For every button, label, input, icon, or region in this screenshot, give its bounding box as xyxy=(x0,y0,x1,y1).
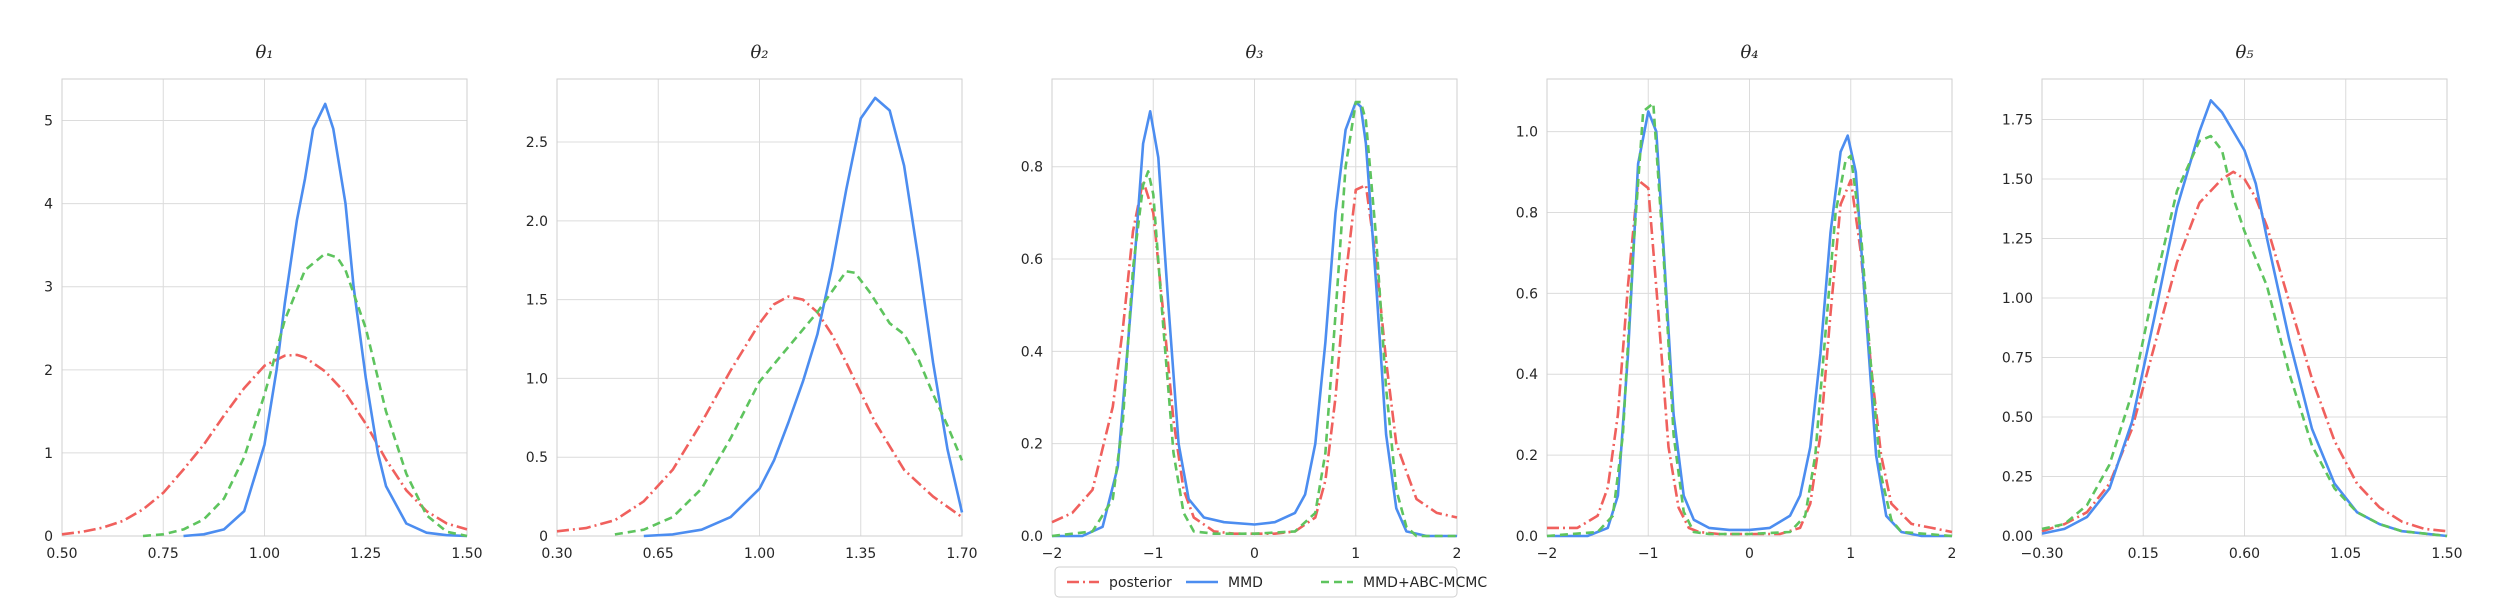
legend-label: MMD+ABC-MCMC xyxy=(1363,575,1487,591)
y-tick-label: 0.2 xyxy=(1021,437,1043,453)
series-line-posterior xyxy=(1547,178,1953,536)
chart-panel-2: 0.30 0.65 1.00 1.35 1.70 0 0.5 1.0 1.5 2.0 2.5 θ₂ xyxy=(526,42,978,562)
y-tick-label: 0.0 xyxy=(1516,529,1538,545)
y-tick-label: 5 xyxy=(44,114,53,130)
x-tick-label: 0.30 xyxy=(541,546,572,562)
y-tick-label: 1.0 xyxy=(1516,125,1538,141)
plot-frame xyxy=(1546,78,1953,537)
y-tick-label: 0.2 xyxy=(1516,448,1538,464)
x-tick-label: 1.05 xyxy=(2330,546,2361,562)
y-tick-label: 1 xyxy=(44,446,53,462)
y-tick-label: 0.8 xyxy=(1516,205,1538,221)
legend-label: posterior xyxy=(1109,575,1172,591)
x-tick-label: 1.00 xyxy=(744,546,775,562)
y-tick-label: 0.6 xyxy=(1021,252,1043,268)
x-tick-label: 1.50 xyxy=(451,546,482,562)
x-tick-label: 0 xyxy=(1250,546,1259,562)
chart-title: θ₁ xyxy=(255,42,273,63)
y-tick-label: 1.75 xyxy=(2002,112,2033,128)
y-tick-label: 1.5 xyxy=(526,293,548,309)
y-tick-label: 0.8 xyxy=(1021,160,1043,176)
legend: posterior MMD MMD+ABC-MCMC xyxy=(1054,566,1487,598)
series-line-mmd xyxy=(643,96,964,538)
x-tick-label: −2 xyxy=(1042,546,1063,562)
x-tick-label: −1 xyxy=(1638,546,1659,562)
x-tick-label: 0 xyxy=(1745,546,1754,562)
y-tick-label: 2.5 xyxy=(526,135,548,151)
y-tick-label: 1.00 xyxy=(2002,291,2033,307)
x-tick-label: −2 xyxy=(1537,546,1558,562)
series-line-posterior xyxy=(61,353,468,536)
x-tick-label: 1.25 xyxy=(350,546,381,562)
x-tick-label: 0.65 xyxy=(643,546,674,562)
y-tick-label: 4 xyxy=(44,197,53,213)
x-tick-label: 2 xyxy=(1948,546,1957,562)
chart-title: θ₃ xyxy=(1245,42,1263,63)
legend-box xyxy=(1054,566,1458,598)
x-tick-label: 1 xyxy=(1846,546,1855,562)
y-tick-label: 0.25 xyxy=(2002,469,2033,485)
y-tick-label: 0.4 xyxy=(1021,344,1043,360)
chart-title: θ₄ xyxy=(1740,42,1758,63)
x-tick-label: 1.35 xyxy=(845,546,876,562)
series-line-mmd-abc-mcmc xyxy=(1051,100,1457,538)
series-line-mmd xyxy=(1052,100,1457,538)
y-tick-label: 0.50 xyxy=(2002,410,2033,426)
series-line-mmd xyxy=(183,102,468,538)
legend-label: MMD xyxy=(1228,575,1263,591)
series-line-mmd-abc-mcmc xyxy=(614,269,964,536)
chart-panel-5: −0.30 0.15 0.60 1.05 1.50 0.00 0.25 0.50 0.75 1.0… xyxy=(2002,42,2463,562)
x-tick-label: 0.75 xyxy=(148,546,179,562)
x-tick-label: 0.50 xyxy=(46,546,77,562)
plot-frame xyxy=(2041,78,2448,537)
series-line-mmd-abc-mcmc xyxy=(2041,134,2448,538)
chart-panel-3: −2 −1 0 1 2 0.0 0.2 0.4 0.6 0.8 θ₃ xyxy=(1021,42,1462,562)
legend-entries: posterior MMD MMD+ABC-MCMC xyxy=(1067,575,1487,591)
chart-title: θ₅ xyxy=(2235,42,2253,63)
x-tick-label: −1 xyxy=(1143,546,1164,562)
y-tick-label: 1.25 xyxy=(2002,231,2033,247)
y-tick-label: 0.5 xyxy=(526,450,548,466)
chart-panel-4: −2 −1 0 1 2 0.0 0.2 0.4 0.6 0.8 1.0 θ₄ xyxy=(1516,42,1957,562)
series-line-posterior xyxy=(556,295,963,533)
y-tick-label: 0.75 xyxy=(2002,350,2033,366)
plot-frame xyxy=(556,78,963,537)
y-tick-label: 3 xyxy=(44,280,53,296)
chart-title: θ₂ xyxy=(750,42,768,63)
y-tick-label: 0 xyxy=(539,529,548,545)
y-tick-label: 0.6 xyxy=(1516,286,1538,302)
x-tick-label: 1.50 xyxy=(2431,546,2462,562)
y-tick-label: 0.0 xyxy=(1021,529,1043,545)
y-tick-label: 1.0 xyxy=(526,371,548,387)
y-tick-label: 2.0 xyxy=(526,214,548,230)
plot-frame xyxy=(61,78,468,537)
y-tick-label: 0.00 xyxy=(2002,529,2033,545)
x-tick-label: −0.30 xyxy=(2021,546,2064,562)
x-tick-label: 1.70 xyxy=(946,546,977,562)
y-tick-label: 0 xyxy=(44,529,53,545)
series-line-mmd xyxy=(2041,99,2448,538)
plot-frame xyxy=(1051,78,1458,537)
x-tick-label: 1 xyxy=(1351,546,1360,562)
chart-panel-1: 0.50 0.75 1.00 1.25 1.50 0 1 2 3 4 5 θ₁ xyxy=(44,42,483,562)
y-tick-label: 0.4 xyxy=(1516,367,1538,383)
x-tick-label: 1.00 xyxy=(249,546,280,562)
y-tick-label: 2 xyxy=(44,363,53,379)
x-tick-label: 0.60 xyxy=(2229,546,2260,562)
x-tick-label: 0.15 xyxy=(2128,546,2159,562)
x-tick-label: 2 xyxy=(1453,546,1462,562)
y-tick-label: 1.50 xyxy=(2002,172,2033,188)
